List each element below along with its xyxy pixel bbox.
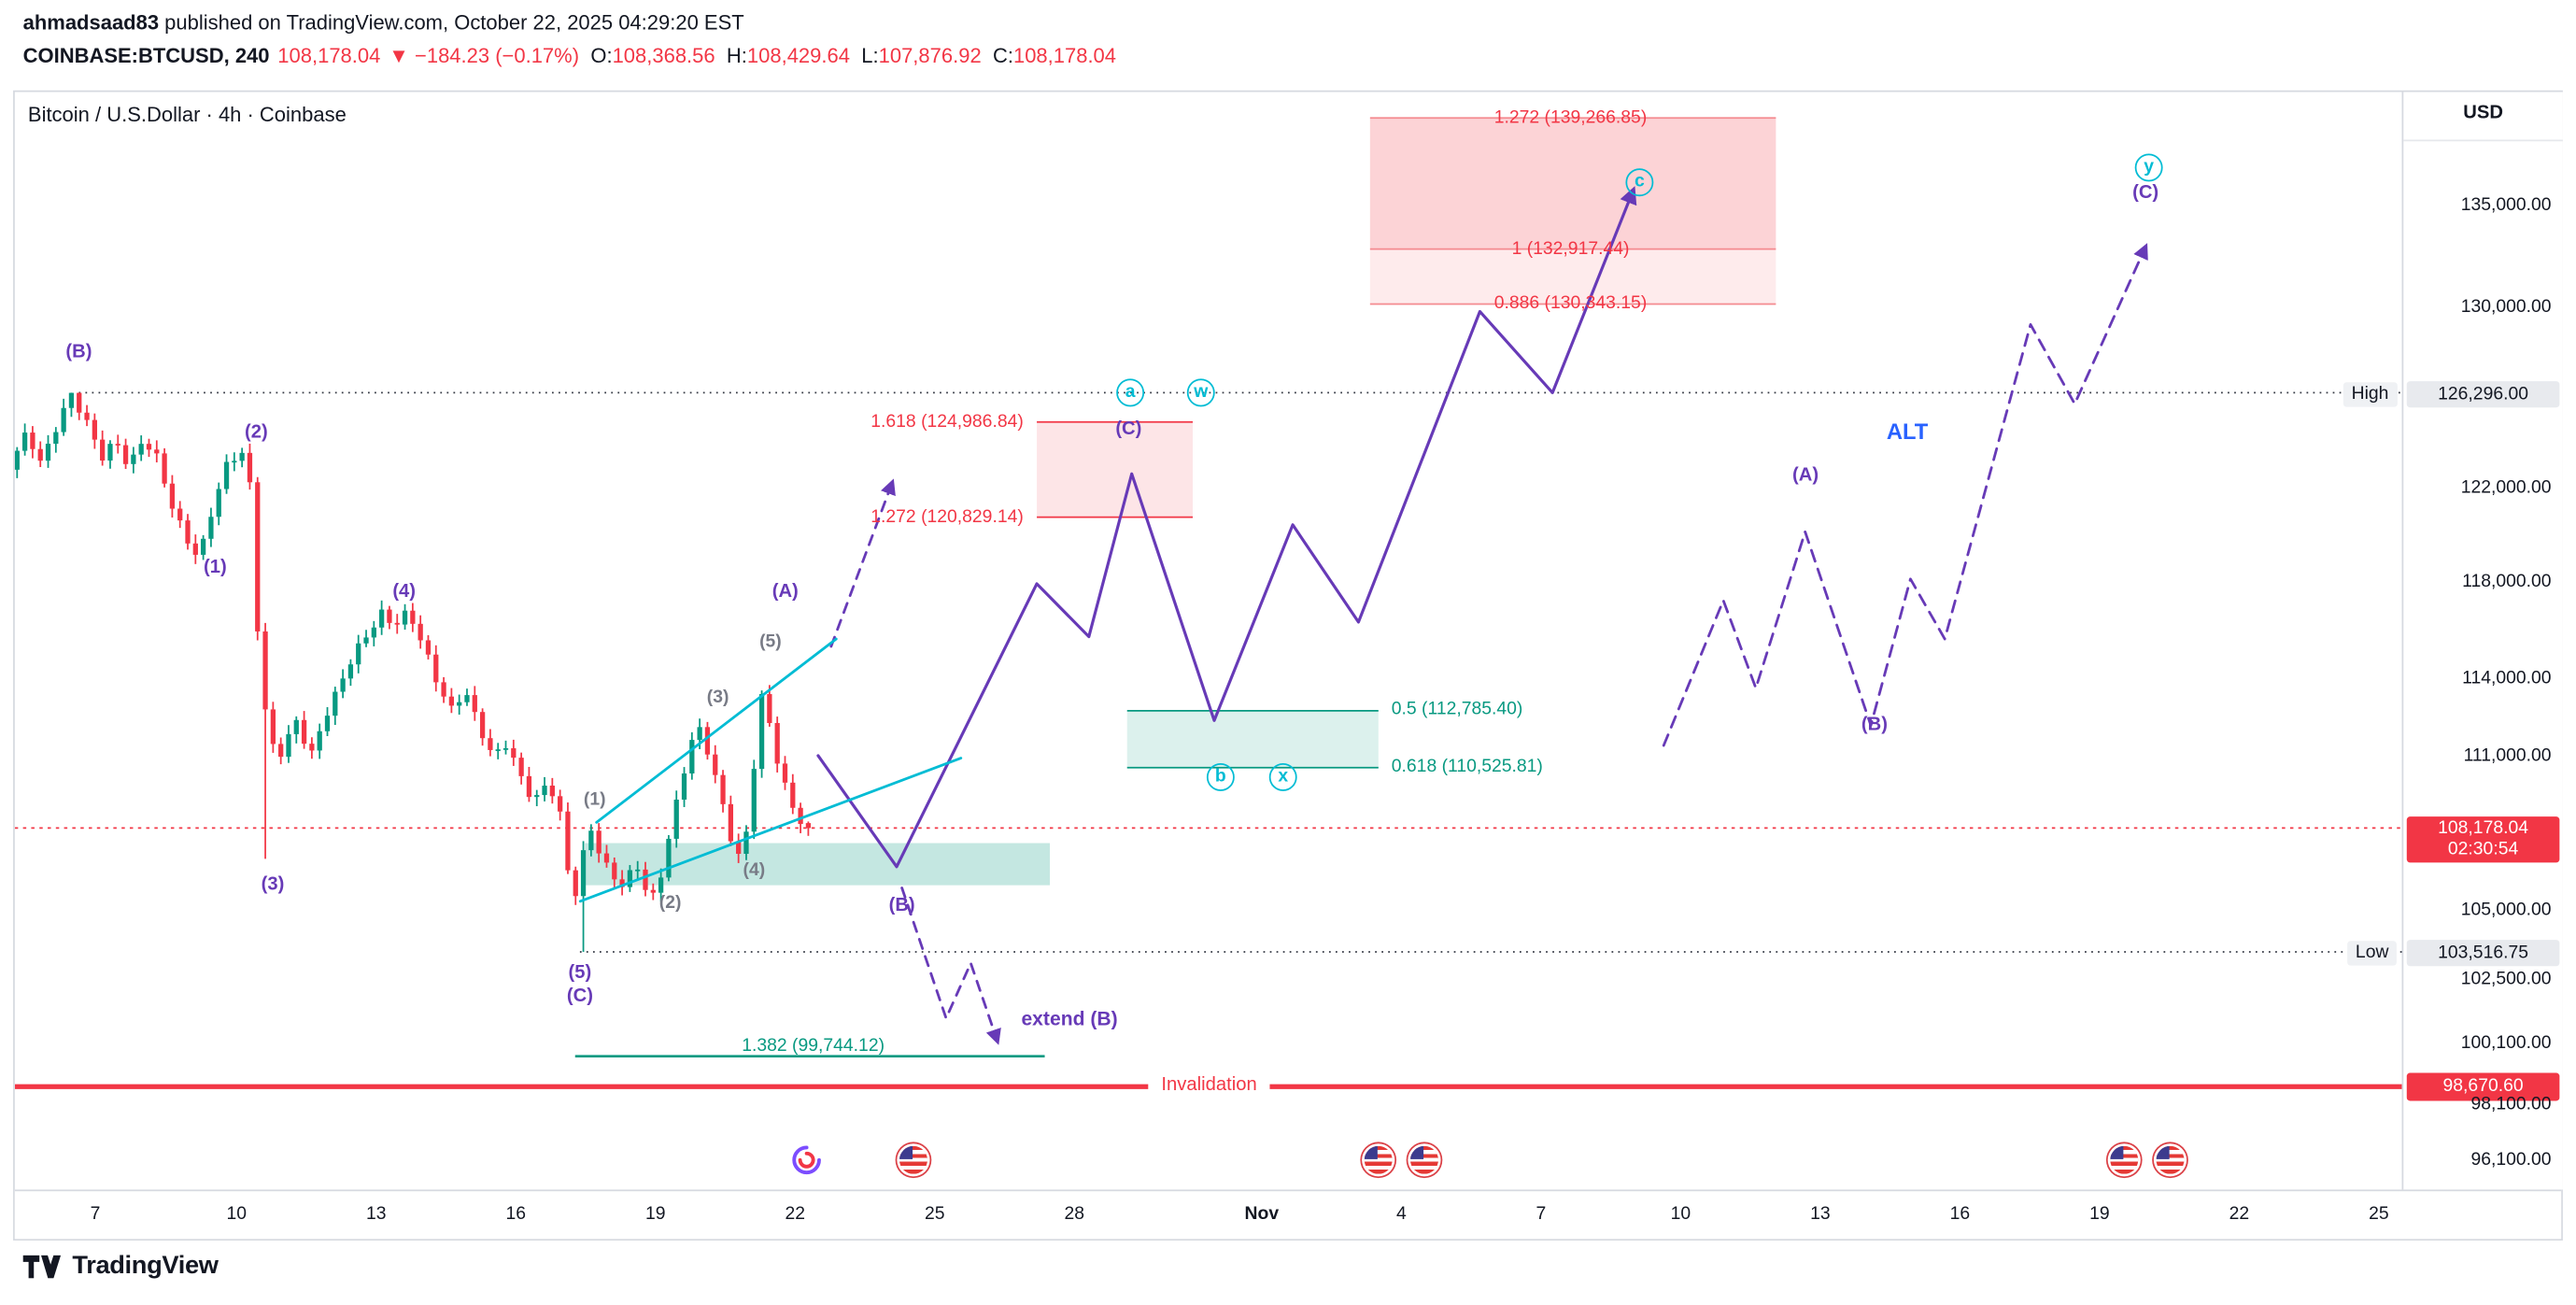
- chart-plot-area[interactable]: (B) (1) (2) (3) (4) (5) (C) (A) (B) (C) (A) (B) (C)(…: [14, 92, 2402, 1189]
- us-economic-event-icon[interactable]: [1364, 1145, 1393, 1174]
- time-tick: 25: [925, 1204, 945, 1225]
- time-tick: 7: [90, 1204, 101, 1225]
- time-tick: 10: [226, 1204, 248, 1225]
- time-tick: 13: [1810, 1204, 1831, 1225]
- price-tick: 118,000.00: [2462, 572, 2552, 592]
- price-tick: 105,000.00: [2460, 900, 2552, 920]
- close-value: 108,178.04: [1012, 44, 1117, 68]
- chart-canvas: [14, 117, 2402, 1089]
- high-price-badge: 126,296.00: [2406, 381, 2560, 408]
- time-tick: 28: [1064, 1204, 1085, 1225]
- time-tick: 4: [1395, 1204, 1407, 1225]
- bar-countdown: 02:30:54: [2447, 839, 2519, 859]
- sparkle-event-icon[interactable]: [790, 1143, 823, 1176]
- time-axis[interactable]: 7 10 13 16 19 22 25 28 Nov 4 7 10 13 16 19 22 25: [14, 1189, 2562, 1240]
- tradingview-logo[interactable]: TradingView: [22, 1252, 219, 1282]
- us-economic-event-icon[interactable]: [899, 1145, 927, 1174]
- current-price-badge: 108,178.04 02:30:54: [2406, 816, 2560, 863]
- time-tick: 25: [2369, 1204, 2389, 1225]
- published-text: published on TradingView.com, October 22…: [159, 11, 744, 35]
- us-economic-event-icon[interactable]: [2110, 1145, 2139, 1174]
- publish-header: ahmadsaad83 published on TradingView.com…: [23, 10, 744, 36]
- time-tick: 19: [645, 1204, 666, 1225]
- axis-currency-label[interactable]: USD: [2463, 103, 2503, 123]
- low-value: 107,876.92: [878, 44, 982, 68]
- last-price: 108,178.04: [277, 44, 381, 68]
- close-label: C:: [992, 44, 1013, 68]
- open-label: O:: [590, 44, 613, 68]
- high-value: 108,429.64: [746, 44, 850, 68]
- chart-widget: (B) (1) (2) (3) (4) (5) (C) (A) (B) (C) (A) (B) (C)(…: [13, 90, 2563, 1241]
- low-label: L:: [861, 44, 879, 68]
- invalidation-price-badge: 98,670.60: [2406, 1071, 2560, 1100]
- price-change: ▼ −184.23 (−0.17%): [389, 44, 580, 68]
- us-economic-event-icon[interactable]: [2156, 1145, 2185, 1174]
- time-tick: 19: [2089, 1204, 2110, 1225]
- us-economic-event-icon[interactable]: [1410, 1145, 1438, 1174]
- time-tick: 16: [1949, 1204, 1971, 1225]
- time-tick: 10: [1670, 1204, 1691, 1225]
- axis-separator: [2403, 139, 2563, 142]
- price-tick: 114,000.00: [2462, 668, 2552, 688]
- symbol-ohlc-row: COINBASE:BTCUSD, 240 108,178.04 ▼ −184.23 …: [23, 43, 1116, 69]
- open-value: 108,368.56: [612, 44, 715, 68]
- time-tick: Nov: [1244, 1204, 1280, 1225]
- price-tick: 96,100.00: [2470, 1150, 2552, 1170]
- tradingview-logo-icon: [22, 1255, 62, 1279]
- author-link[interactable]: ahmadsaad83: [22, 11, 160, 35]
- price-tick: 111,000.00: [2463, 745, 2552, 766]
- price-tick: 135,000.00: [2460, 195, 2552, 216]
- price-tick: 122,000.00: [2460, 477, 2552, 498]
- price-tick: 100,100.00: [2460, 1033, 2552, 1054]
- time-tick: 16: [505, 1204, 527, 1225]
- high-label: H:: [726, 44, 747, 68]
- price-axis[interactable]: USD 126,296.00 103,516.75 108,178.04 02:…: [2401, 92, 2563, 1190]
- time-tick: 22: [2229, 1204, 2250, 1225]
- low-price-badge: 103,516.75: [2406, 940, 2560, 967]
- chart-title: Bitcoin / U.S.Dollar · 4h · Coinbase: [27, 103, 347, 127]
- current-price-value: 108,178.04: [2438, 817, 2529, 839]
- tradingview-logo-text: TradingView: [72, 1252, 219, 1281]
- price-tick: 130,000.00: [2460, 297, 2552, 318]
- time-tick: 7: [1536, 1204, 1547, 1225]
- time-tick: 13: [366, 1204, 387, 1225]
- price-tick: 102,500.00: [2460, 969, 2552, 989]
- time-tick: 22: [785, 1204, 806, 1225]
- symbol-name: COINBASE:BTCUSD, 240: [22, 44, 270, 68]
- price-tick: 98,100.00: [2470, 1094, 2552, 1114]
